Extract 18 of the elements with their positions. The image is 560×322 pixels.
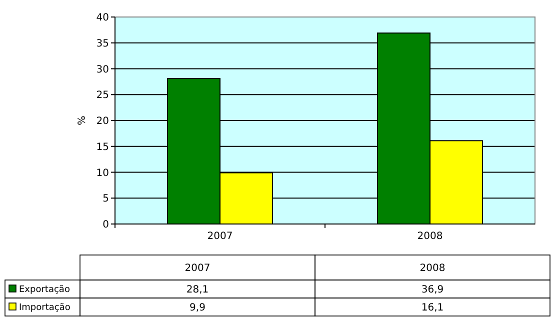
data-label: 16,1 — [421, 302, 444, 314]
y-tick-label: 35 — [96, 38, 109, 50]
y-tick-label: 0 — [102, 220, 109, 230]
y-tick-label: 15 — [96, 142, 109, 153]
y-tick-label: 30 — [96, 64, 109, 76]
data-label: 36,9 — [421, 284, 444, 296]
category-label: 2007 — [184, 263, 210, 274]
legend-label: Importação — [19, 303, 71, 314]
y-tick-label: 25 — [96, 90, 109, 102]
y-axis-title: % — [77, 116, 88, 126]
data-label: 28,1 — [186, 284, 209, 296]
y-tick-label: 40 — [96, 12, 109, 24]
y-tick-label: 5 — [102, 194, 109, 205]
data-label: 9,9 — [190, 302, 206, 314]
y-tick-label: 20 — [96, 116, 109, 127]
category-label: 2008 — [420, 263, 446, 274]
legend-label: Exportação — [19, 285, 70, 296]
y-tick-label: 10 — [96, 168, 109, 179]
